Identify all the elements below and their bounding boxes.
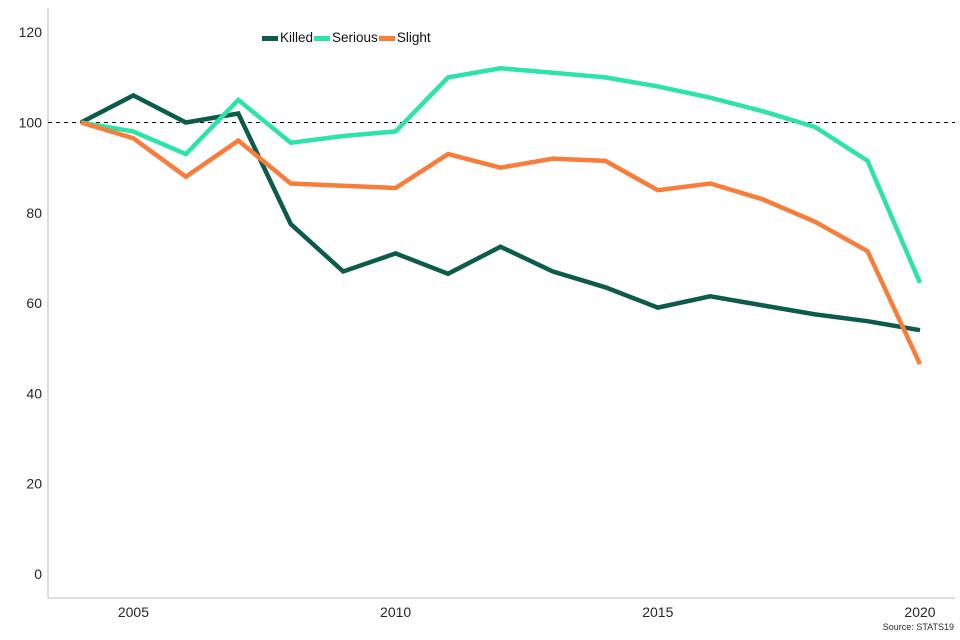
legend-item-killed: Killed (262, 31, 313, 45)
legend-label-killed: Killed (280, 30, 314, 45)
y-tick-label: 120 (19, 24, 43, 40)
y-tick-label: 20 (26, 476, 42, 492)
x-tick-label: 2015 (642, 604, 673, 620)
y-tick-label: 40 (26, 385, 42, 401)
legend-item-serious: Serious (314, 31, 378, 45)
x-tick-label: 2005 (118, 604, 149, 620)
y-tick-label: 80 (26, 205, 42, 221)
legend-label-slight: Slight (396, 30, 431, 45)
y-tick-label: 0 (34, 566, 42, 582)
series-line-slight (80, 120, 923, 366)
legend-item-slight: Slight (378, 30, 431, 45)
legend-swatch-slight (378, 35, 395, 41)
y-tick-label: 100 (19, 115, 43, 131)
legend-swatch-killed (262, 35, 278, 41)
x-tick-label: 2020 (904, 604, 935, 620)
source-caption: Source: STATS19 (882, 622, 954, 632)
x-tick-label: 2010 (380, 604, 411, 620)
legend-swatch-serious (314, 35, 331, 41)
y-tick-label: 60 (26, 295, 42, 311)
chart-legend: Killed Serious Slight (262, 31, 432, 45)
legend-label-serious: Serious (332, 30, 378, 45)
series-line-serious (80, 66, 923, 284)
